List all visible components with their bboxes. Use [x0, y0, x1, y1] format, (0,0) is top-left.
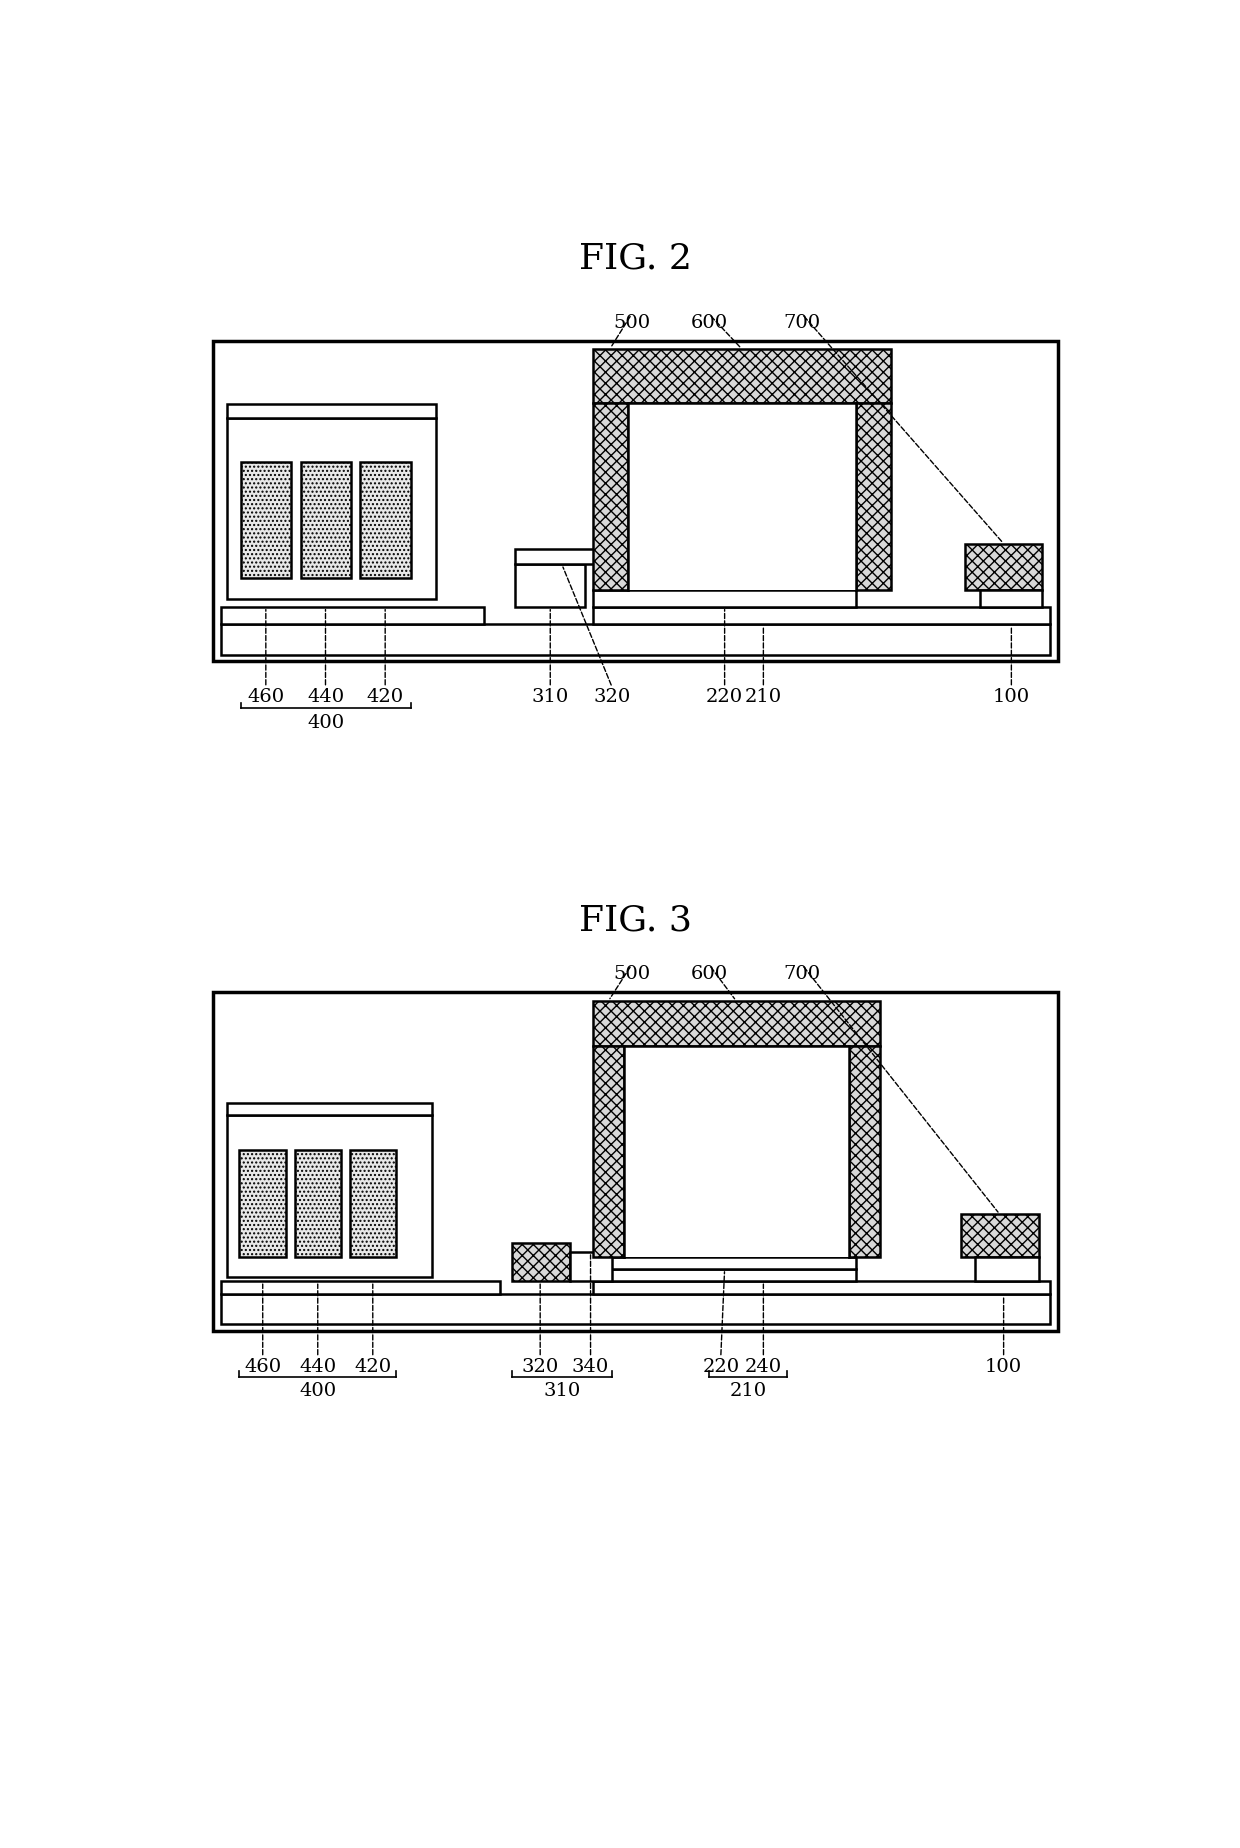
- Text: 220: 220: [702, 1358, 739, 1375]
- Bar: [593, 1270, 857, 1281]
- Text: 460: 460: [244, 1358, 281, 1375]
- Bar: [593, 1281, 1050, 1294]
- Text: 700: 700: [784, 965, 821, 983]
- Bar: [848, 1046, 879, 1257]
- Bar: [593, 590, 857, 606]
- Text: 100: 100: [985, 1358, 1022, 1375]
- Text: 310: 310: [532, 687, 569, 706]
- Bar: [301, 462, 351, 577]
- Bar: [221, 1281, 500, 1294]
- Bar: [975, 1257, 1039, 1281]
- Text: 320: 320: [522, 1358, 559, 1375]
- Text: 600: 600: [691, 314, 728, 333]
- Text: 400: 400: [308, 713, 343, 732]
- Text: 420: 420: [355, 1358, 392, 1375]
- Text: 310: 310: [543, 1382, 580, 1401]
- Bar: [221, 1294, 1050, 1325]
- Bar: [593, 1257, 857, 1270]
- Text: 460: 460: [247, 687, 284, 706]
- Bar: [593, 606, 1050, 625]
- Bar: [221, 606, 485, 625]
- Text: 340: 340: [572, 1358, 609, 1375]
- Bar: [516, 549, 609, 564]
- Text: 600: 600: [691, 965, 728, 983]
- Bar: [213, 342, 1058, 660]
- Bar: [295, 1149, 341, 1257]
- Text: 500: 500: [613, 965, 650, 983]
- Text: 220: 220: [706, 687, 743, 706]
- Bar: [593, 349, 892, 403]
- Bar: [593, 403, 627, 590]
- Text: 420: 420: [367, 687, 404, 706]
- Bar: [361, 462, 410, 577]
- Bar: [241, 462, 291, 577]
- Bar: [227, 405, 436, 418]
- Text: 700: 700: [784, 314, 821, 333]
- Text: 100: 100: [993, 687, 1030, 706]
- Bar: [965, 543, 1043, 590]
- Bar: [857, 403, 892, 590]
- Bar: [221, 625, 1050, 654]
- Bar: [981, 590, 1043, 606]
- Bar: [516, 564, 585, 606]
- Bar: [350, 1149, 396, 1257]
- Bar: [227, 418, 436, 599]
- Text: 240: 240: [745, 1358, 782, 1375]
- Bar: [227, 1103, 433, 1114]
- Text: 210: 210: [745, 687, 782, 706]
- Bar: [627, 403, 857, 590]
- Bar: [213, 992, 1058, 1331]
- Text: 500: 500: [613, 314, 650, 333]
- Text: 440: 440: [299, 1358, 336, 1375]
- Text: FIG. 2: FIG. 2: [579, 242, 692, 275]
- Bar: [569, 1253, 613, 1281]
- Bar: [227, 1114, 433, 1277]
- Text: 400: 400: [299, 1382, 336, 1401]
- Text: FIG. 3: FIG. 3: [579, 904, 692, 939]
- Text: 210: 210: [729, 1382, 766, 1401]
- Text: 320: 320: [594, 687, 631, 706]
- Bar: [511, 1242, 569, 1281]
- Bar: [961, 1214, 1039, 1257]
- Bar: [239, 1149, 286, 1257]
- Bar: [624, 1046, 848, 1257]
- Text: 440: 440: [308, 687, 343, 706]
- Bar: [593, 1046, 624, 1257]
- Bar: [593, 1002, 879, 1046]
